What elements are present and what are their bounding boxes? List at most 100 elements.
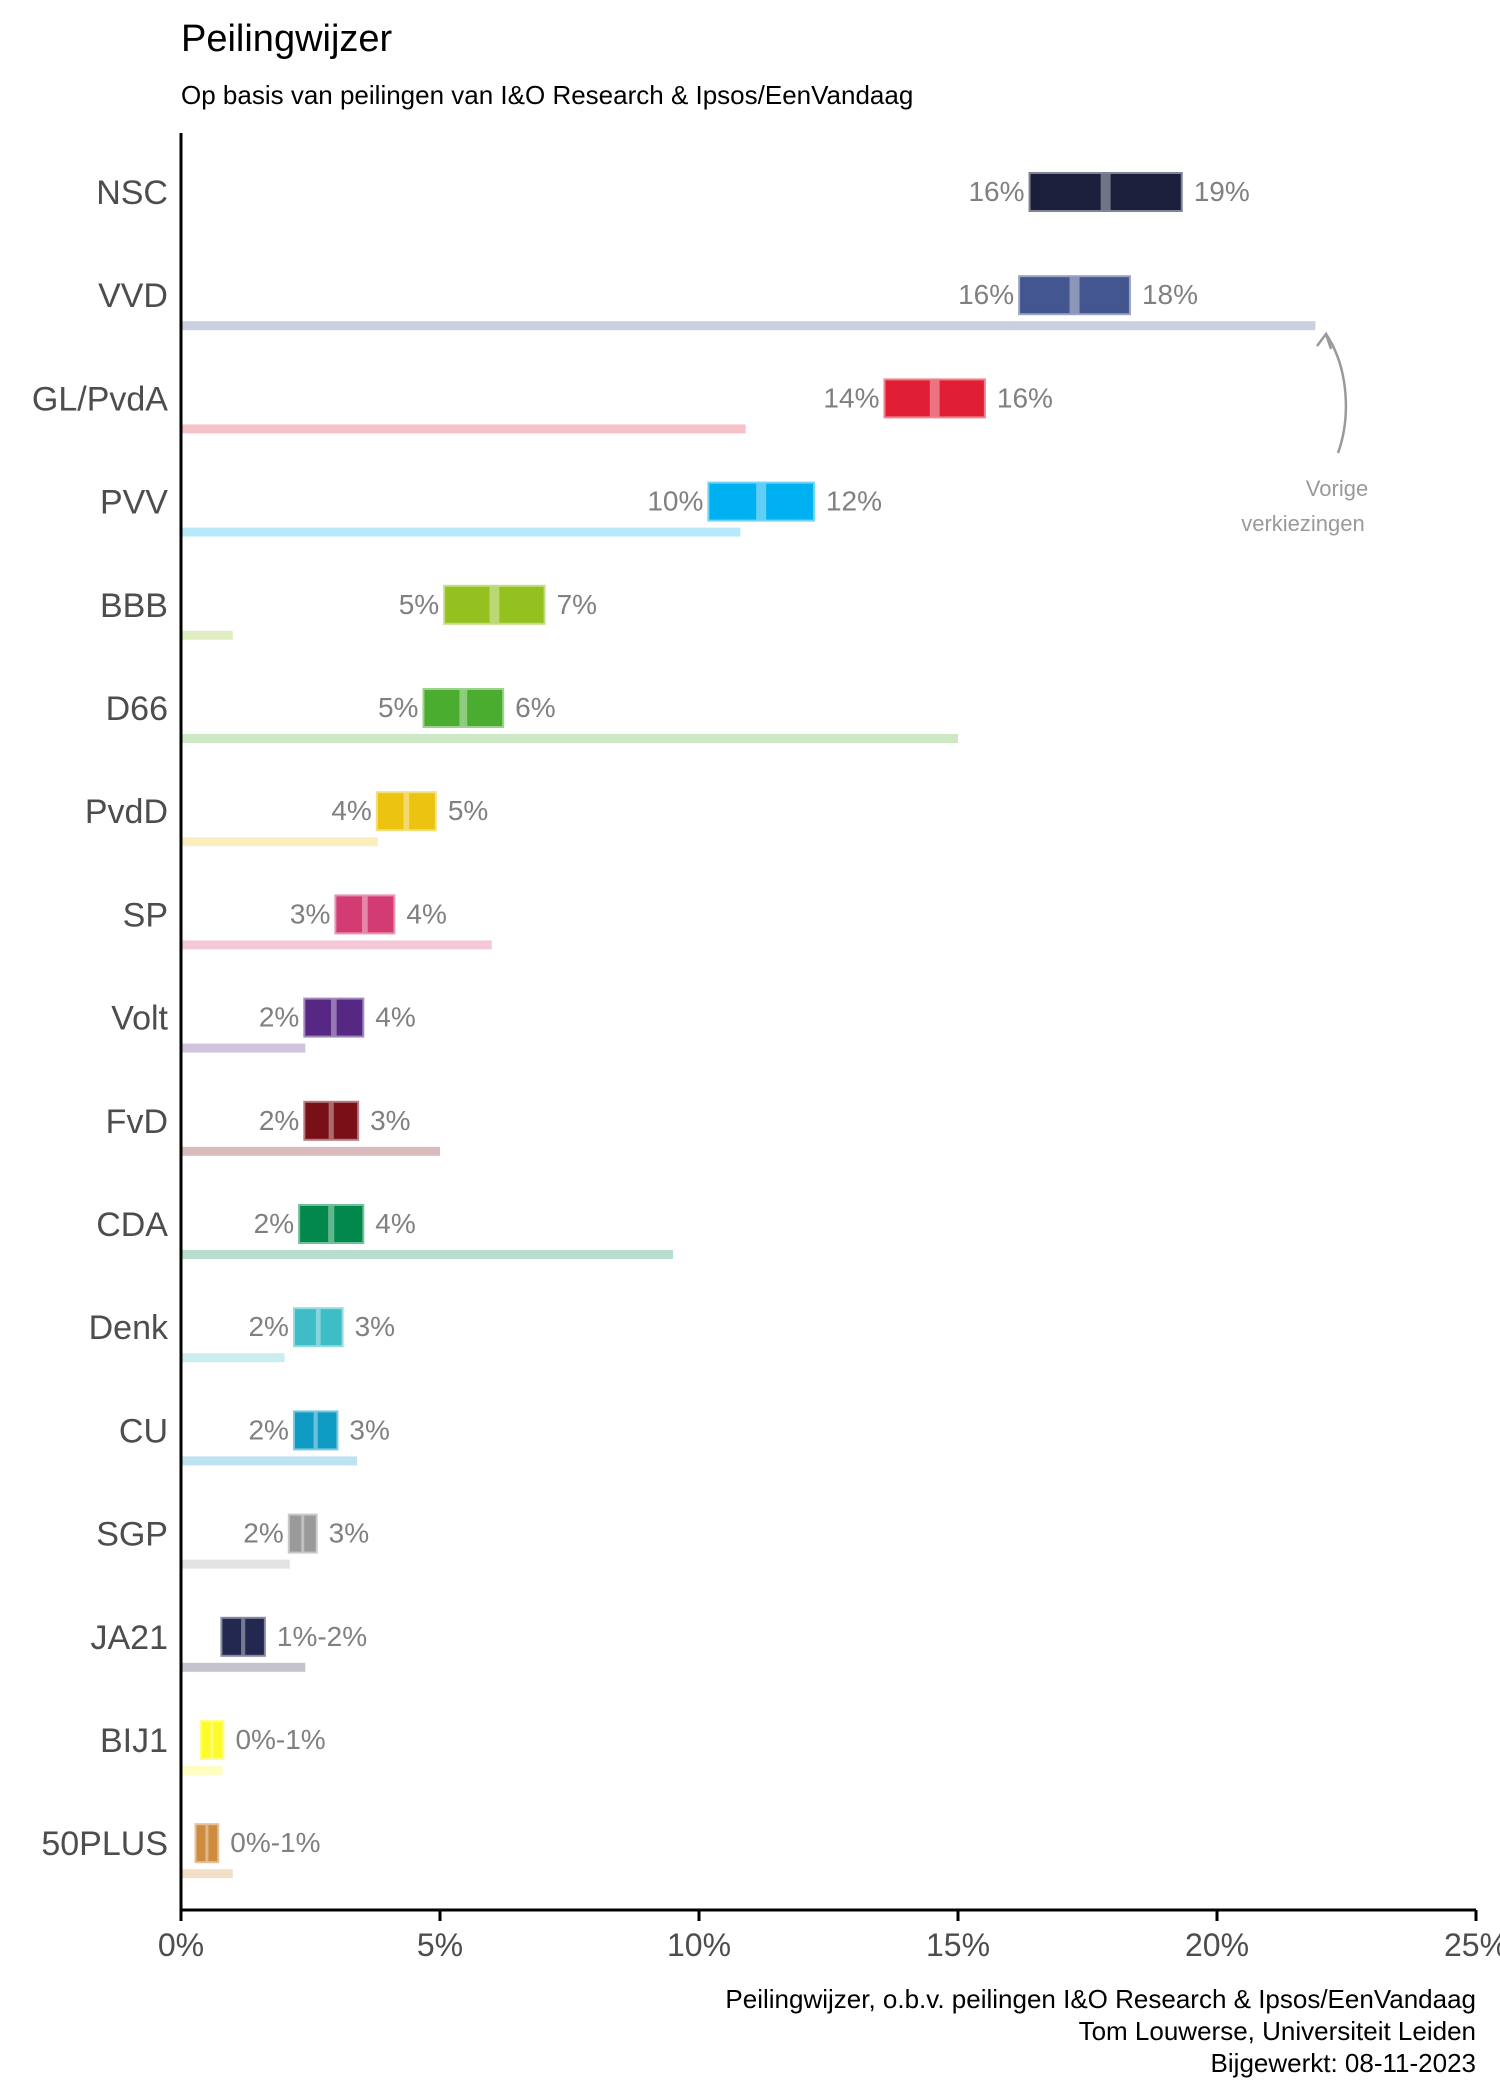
poll-midpoint-volt	[330, 999, 337, 1036]
previous-bar-cu	[181, 1456, 358, 1466]
high-label-gl-pvda: 16%	[997, 382, 1053, 413]
previous-bar-volt	[181, 1043, 306, 1053]
caption-source: Peilingwijzer, o.b.v. peilingen I&O Rese…	[725, 1984, 1476, 2014]
party-label-sgp: SGP	[96, 1516, 168, 1554]
poll-midpoint-sgp	[301, 1515, 305, 1552]
high-label-bij1: 0%-1%	[235, 1724, 325, 1755]
party-label-bij1: BIJ1	[100, 1722, 168, 1760]
party-label-gl-pvda: GL/PvdA	[32, 380, 168, 418]
annotation-line-2: verkiezingen	[1241, 511, 1365, 536]
previous-bar-denk	[181, 1353, 285, 1363]
poll-midpoint-vvd	[1069, 277, 1080, 314]
x-tick-label-20: 20%	[1185, 1927, 1249, 1963]
x-tick-label-15: 15%	[926, 1927, 990, 1963]
previous-bar-bbb	[181, 630, 233, 640]
poll-range-denk	[292, 1307, 344, 1348]
poll-midpoint-denk	[315, 1309, 321, 1346]
poll-midpoint-ja21	[241, 1618, 246, 1655]
value-labels: 16% 19% 16% 18% 14% 16% 10% 12% 5% 7% 5% 6% 4% 5% 3% 4%…	[230, 176, 1250, 1858]
poll-range-vvd	[1018, 275, 1131, 316]
high-label-pvdd: 5%	[448, 795, 488, 826]
poll-midpoint-pvv	[756, 483, 767, 520]
low-label-pvdd: 4%	[331, 795, 371, 826]
poll-midpoint-d66	[459, 690, 468, 726]
low-label-d66: 5%	[378, 692, 418, 723]
poll-range-50plus	[194, 1823, 220, 1864]
x-tick-label-5: 5%	[417, 1927, 463, 1963]
poll-range-pvdd	[375, 791, 437, 832]
poll-midpoint-cu	[313, 1412, 318, 1449]
x-tick-label-10: 10%	[667, 1927, 731, 1963]
low-label-gl-pvda: 14%	[823, 382, 879, 413]
previous-election-bars	[181, 321, 1316, 1879]
party-label-bbb: BBB	[100, 587, 168, 625]
previous-bar-pvv	[181, 527, 741, 537]
previous-bar-bij1	[181, 1766, 223, 1775]
poll-range-fvd	[303, 1100, 360, 1141]
poll-range-ja21	[220, 1616, 266, 1657]
low-label-cda: 2%	[254, 1208, 294, 1239]
poll-midpoint-nsc	[1100, 174, 1111, 210]
high-label-pvv: 12%	[826, 486, 882, 517]
poll-range-cu	[292, 1410, 339, 1451]
poll-midpoint-gl-pvda	[929, 380, 940, 417]
previous-bar-ja21	[181, 1662, 306, 1672]
party-label-volt: Volt	[111, 1000, 168, 1038]
party-label-50plus: 50PLUS	[41, 1825, 168, 1863]
party-label-pvdd: PvdD	[85, 793, 168, 831]
x-axis-ticks: 0% 5% 10% 15% 20% 25%	[158, 1910, 1500, 1963]
previous-bar-sp	[181, 940, 492, 950]
low-label-cu: 2%	[248, 1414, 288, 1445]
high-label-d66: 6%	[515, 692, 555, 723]
x-tick-label-25: 25%	[1444, 1927, 1500, 1963]
party-label-cda: CDA	[96, 1206, 168, 1244]
poll-range-d66	[422, 688, 505, 728]
party-label-nsc: NSC	[96, 174, 168, 212]
annotation-line-1: Vorige	[1306, 476, 1368, 501]
low-label-fvd: 2%	[259, 1105, 299, 1136]
high-label-50plus: 0%-1%	[230, 1827, 320, 1858]
x-tick-label-0: 0%	[158, 1927, 204, 1963]
poll-range-cda	[298, 1204, 365, 1244]
annotation-arrowhead	[1316, 331, 1333, 350]
annotation-arrow	[1324, 333, 1348, 454]
poll-range-volt	[303, 997, 365, 1038]
high-label-ja21: 1%-2%	[277, 1621, 367, 1652]
poll-range-gl-pvda	[883, 378, 986, 419]
high-label-bbb: 7%	[557, 589, 597, 620]
party-label-d66: D66	[106, 690, 168, 728]
party-label-ja21: JA21	[91, 1619, 169, 1657]
high-label-volt: 4%	[375, 1002, 415, 1033]
poll-range-sgp	[287, 1513, 318, 1554]
high-label-sp: 4%	[406, 898, 446, 929]
poll-range-pvv	[707, 481, 815, 522]
chart-title: Peilingwijzer	[181, 18, 393, 60]
poll-midpoint-fvd	[328, 1102, 334, 1139]
chart-subtitle: Op basis van peilingen van I&O Research …	[181, 80, 913, 110]
previous-bar-50plus	[181, 1869, 233, 1879]
poll-range-boxes	[194, 172, 1183, 1864]
party-labels: NSC VVD GL/PvdA PVV BBB D66 PvdD SP Volt FvD CDA De…	[32, 174, 169, 1863]
previous-bar-d66	[181, 734, 958, 743]
high-label-sgp: 3%	[329, 1518, 369, 1549]
caption-updated: Bijgewerkt: 08-11-2023	[1211, 2048, 1476, 2078]
party-label-fvd: FvD	[106, 1103, 168, 1141]
low-label-volt: 2%	[259, 1002, 299, 1033]
low-label-bbb: 5%	[399, 589, 439, 620]
party-label-vvd: VVD	[98, 277, 168, 315]
party-label-cu: CU	[119, 1412, 168, 1450]
high-label-nsc: 19%	[1194, 176, 1250, 207]
poll-midpoint-bbb	[489, 586, 500, 623]
high-label-denk: 3%	[355, 1311, 395, 1342]
party-label-sp: SP	[123, 896, 168, 934]
high-label-vvd: 18%	[1142, 279, 1198, 310]
poll-midpoint-pvdd	[403, 793, 410, 830]
low-label-sgp: 2%	[243, 1518, 283, 1549]
high-label-cu: 3%	[349, 1414, 389, 1445]
poll-midpoint-cda	[328, 1206, 335, 1242]
poll-midpoint-50plus	[205, 1825, 209, 1862]
poll-midpoint-sp	[362, 896, 368, 933]
previous-bar-vvd	[181, 321, 1316, 331]
low-label-sp: 3%	[290, 898, 330, 929]
